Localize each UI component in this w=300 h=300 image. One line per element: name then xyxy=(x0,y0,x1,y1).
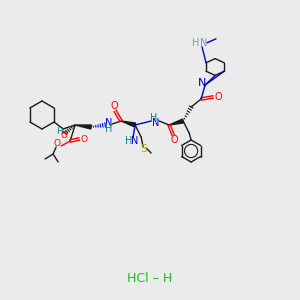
Text: N: N xyxy=(200,38,208,48)
Text: O: O xyxy=(61,130,68,140)
Polygon shape xyxy=(169,119,184,125)
Text: N: N xyxy=(198,78,206,88)
Text: N: N xyxy=(105,118,113,128)
Text: HCl – H: HCl – H xyxy=(128,272,172,284)
Text: H: H xyxy=(105,124,113,134)
Text: N: N xyxy=(131,136,139,146)
Text: H: H xyxy=(192,38,200,48)
Text: H: H xyxy=(56,127,62,136)
Text: O: O xyxy=(110,101,118,111)
Polygon shape xyxy=(75,125,92,129)
Text: O: O xyxy=(81,134,88,143)
Text: O: O xyxy=(54,140,61,148)
Polygon shape xyxy=(121,121,136,127)
Text: H: H xyxy=(125,136,133,146)
Text: O: O xyxy=(214,92,222,102)
Text: H: H xyxy=(150,113,158,123)
Text: O: O xyxy=(170,135,178,145)
Text: N: N xyxy=(152,118,160,128)
Text: S: S xyxy=(141,144,147,154)
